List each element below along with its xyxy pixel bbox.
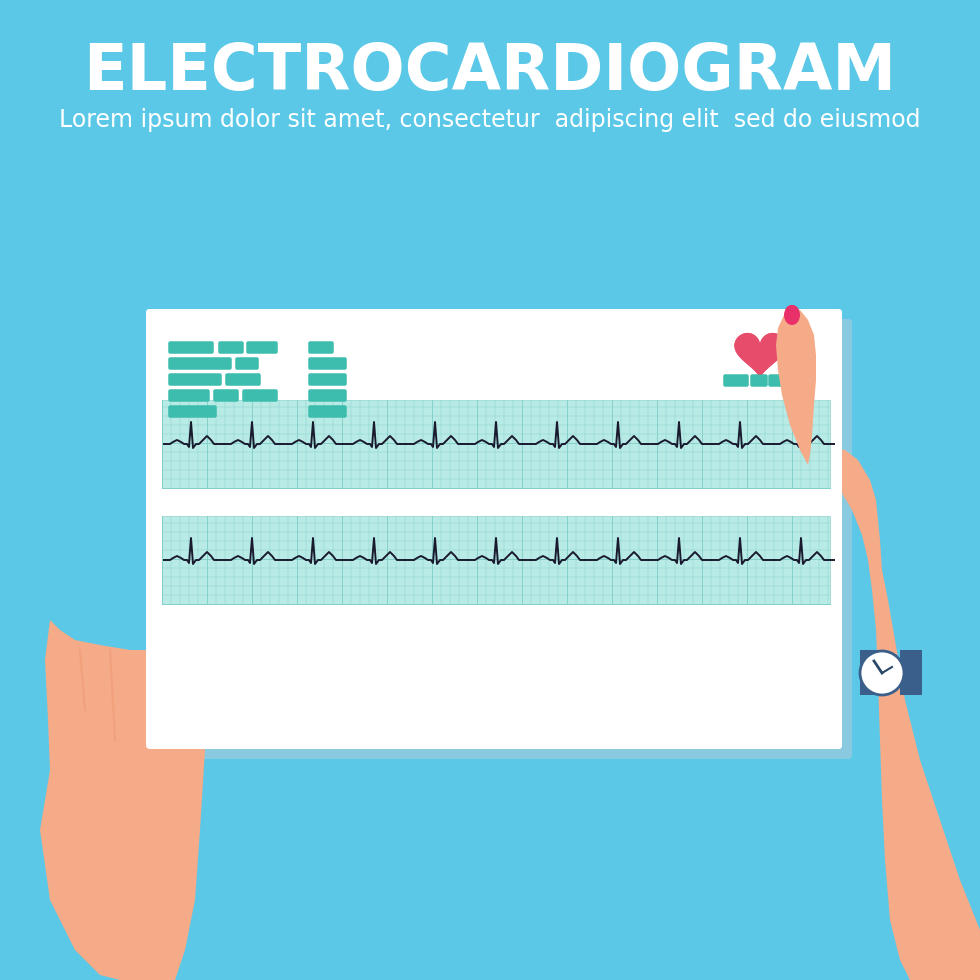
Polygon shape	[798, 448, 980, 980]
FancyBboxPatch shape	[146, 309, 842, 749]
FancyBboxPatch shape	[169, 406, 217, 417]
FancyBboxPatch shape	[309, 341, 333, 354]
FancyBboxPatch shape	[247, 341, 277, 354]
Bar	[162, 516, 830, 604]
Ellipse shape	[784, 305, 800, 325]
FancyBboxPatch shape	[309, 406, 347, 417]
FancyBboxPatch shape	[309, 358, 347, 369]
Text: Lorem ipsum dolor sit amet, consectetur  adipiscing elit  sed do eiusmod: Lorem ipsum dolor sit amet, consectetur …	[59, 108, 921, 132]
FancyBboxPatch shape	[768, 374, 792, 386]
FancyBboxPatch shape	[309, 358, 347, 369]
FancyBboxPatch shape	[169, 341, 214, 354]
FancyBboxPatch shape	[309, 373, 347, 385]
Polygon shape	[734, 333, 786, 379]
FancyBboxPatch shape	[247, 341, 277, 354]
Ellipse shape	[784, 305, 800, 325]
FancyBboxPatch shape	[169, 358, 231, 369]
Circle shape	[860, 651, 904, 695]
Text: ELECTROCARDIOGRAM: ELECTROCARDIOGRAM	[83, 41, 897, 103]
FancyBboxPatch shape	[214, 389, 238, 402]
FancyBboxPatch shape	[723, 374, 749, 386]
FancyBboxPatch shape	[219, 341, 243, 354]
FancyBboxPatch shape	[309, 389, 347, 402]
Polygon shape	[734, 333, 786, 379]
FancyBboxPatch shape	[169, 389, 210, 402]
FancyBboxPatch shape	[146, 309, 842, 749]
FancyBboxPatch shape	[156, 319, 852, 759]
Bar	[860, 650, 882, 695]
FancyBboxPatch shape	[169, 389, 210, 402]
FancyBboxPatch shape	[219, 341, 243, 354]
FancyBboxPatch shape	[169, 373, 221, 385]
FancyBboxPatch shape	[235, 358, 259, 369]
FancyBboxPatch shape	[309, 389, 347, 402]
FancyBboxPatch shape	[723, 374, 749, 386]
Polygon shape	[776, 308, 816, 465]
Bar	[162, 516, 830, 604]
FancyBboxPatch shape	[309, 406, 347, 417]
FancyBboxPatch shape	[214, 389, 238, 402]
FancyBboxPatch shape	[751, 374, 767, 386]
Bar	[162, 400, 830, 488]
FancyBboxPatch shape	[751, 374, 767, 386]
FancyBboxPatch shape	[225, 373, 261, 385]
FancyBboxPatch shape	[768, 374, 792, 386]
Polygon shape	[40, 558, 215, 980]
FancyBboxPatch shape	[235, 358, 259, 369]
Ellipse shape	[778, 425, 790, 439]
FancyBboxPatch shape	[242, 389, 277, 402]
Polygon shape	[776, 308, 816, 465]
FancyBboxPatch shape	[169, 358, 231, 369]
FancyBboxPatch shape	[169, 373, 221, 385]
Bar	[900, 650, 922, 695]
Bar	[162, 400, 830, 488]
Polygon shape	[778, 432, 804, 490]
FancyBboxPatch shape	[309, 341, 333, 354]
FancyBboxPatch shape	[309, 373, 347, 385]
FancyBboxPatch shape	[225, 373, 261, 385]
Ellipse shape	[176, 554, 194, 576]
FancyBboxPatch shape	[169, 406, 217, 417]
FancyBboxPatch shape	[169, 341, 214, 354]
FancyBboxPatch shape	[242, 389, 277, 402]
